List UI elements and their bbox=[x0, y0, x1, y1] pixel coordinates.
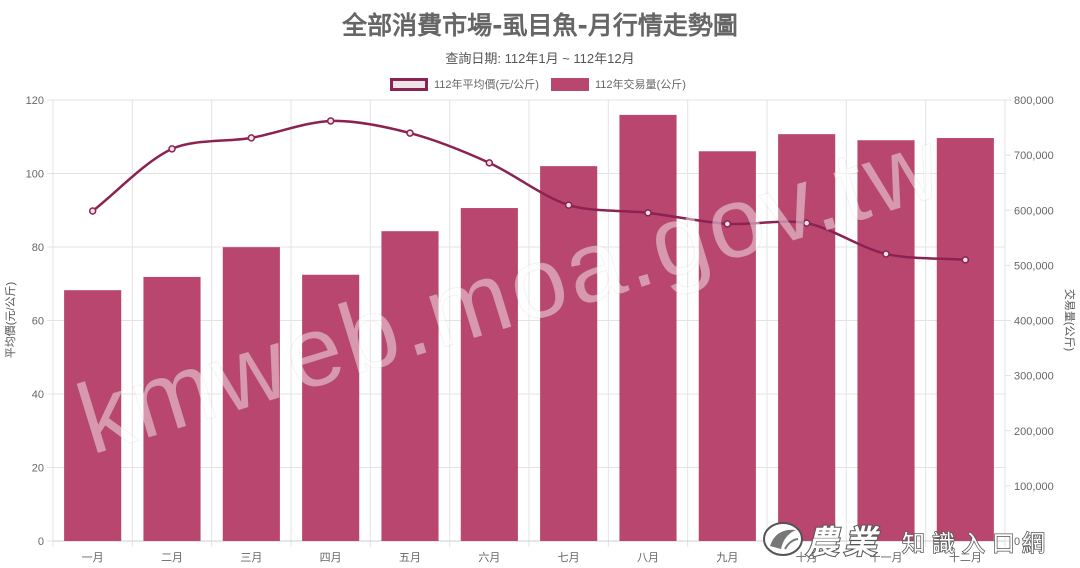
category-label: 八月 bbox=[637, 552, 659, 564]
category-label: 五月 bbox=[399, 552, 421, 564]
price-point-6 bbox=[485, 159, 494, 167]
price-point-7 bbox=[564, 201, 573, 209]
left-tick-label: 120 bbox=[26, 95, 44, 107]
right-tick-label: 600,000 bbox=[1014, 205, 1054, 217]
volume-bar-3 bbox=[222, 247, 280, 541]
category-label: 十一月 bbox=[870, 550, 903, 564]
volume-bar-12 bbox=[936, 138, 994, 541]
volume-bar-9 bbox=[698, 151, 756, 542]
legend-label: 112年交易量(公斤) bbox=[595, 77, 686, 91]
price-point-12 bbox=[961, 256, 970, 264]
right-tick-label: 400,000 bbox=[1014, 316, 1054, 328]
chart-title: 全部消費市場-虱目魚-月行情走勢圖 bbox=[341, 11, 738, 40]
left-tick-label: 100 bbox=[26, 169, 44, 181]
left-tick-label: 80 bbox=[32, 242, 44, 254]
category-label: 三月 bbox=[240, 552, 262, 564]
axis-tick-labels: 0 20 40 60 80 100 120 0 100,000 200,000 300,000 400… bbox=[26, 95, 1054, 564]
legend-item-volume[interactable]: 112年交易量(公斤) bbox=[551, 77, 686, 91]
logo-brand-text: 農業 bbox=[806, 523, 882, 561]
price-point-9 bbox=[723, 220, 732, 228]
price-point-11 bbox=[882, 250, 890, 258]
price-point-4 bbox=[326, 117, 335, 125]
price-point-5 bbox=[406, 129, 414, 137]
right-tick-label: 500,000 bbox=[1014, 260, 1054, 272]
left-axis-title: 平均價(元/公斤) bbox=[3, 282, 17, 358]
right-tick-label: 700,000 bbox=[1014, 150, 1054, 162]
category-label: 十月 bbox=[796, 550, 818, 564]
logo-site-text: 知識入口網 bbox=[902, 531, 1052, 557]
volume-bar-1 bbox=[64, 290, 122, 541]
site-logo: 農業 知識入口網 bbox=[763, 522, 1052, 562]
legend: 112年平均價(元/公斤) 112年交易量(公斤) bbox=[390, 77, 686, 91]
volume-bar-5 bbox=[381, 231, 439, 541]
price-point-1 bbox=[88, 207, 97, 215]
right-tick-label: 300,000 bbox=[1014, 371, 1054, 383]
legend-swatch bbox=[390, 78, 428, 91]
right-axis-title: 交易量(公斤) bbox=[1063, 289, 1077, 351]
legend-label: 112年平均價(元/公斤) bbox=[434, 77, 539, 91]
left-tick-label: 60 bbox=[32, 316, 44, 328]
category-label: 二月 bbox=[161, 552, 183, 564]
category-label: 一月 bbox=[82, 552, 104, 564]
category-label: 九月 bbox=[716, 551, 738, 564]
right-tick-label: 100,000 bbox=[1014, 481, 1054, 493]
volume-bar-6 bbox=[460, 208, 518, 542]
price-line-series bbox=[88, 117, 970, 264]
volume-bar-7 bbox=[540, 166, 598, 541]
legend-item-price[interactable]: 112年平均價(元/公斤) bbox=[390, 77, 539, 91]
left-tick-label: 0 bbox=[38, 536, 44, 548]
price-point-8 bbox=[644, 209, 652, 217]
volume-bar-2 bbox=[143, 276, 201, 541]
logo-emblem-icon bbox=[763, 522, 803, 556]
right-tick-label: 200,000 bbox=[1014, 426, 1054, 438]
volume-bar-10 bbox=[778, 134, 836, 542]
chart-subtitle: 查詢日期: 112年1月 ~ 112年12月 bbox=[445, 51, 634, 66]
price-point-3 bbox=[247, 134, 256, 142]
left-tick-label: 20 bbox=[32, 463, 44, 475]
volume-bar-11 bbox=[857, 140, 915, 541]
category-label: 七月 bbox=[558, 551, 580, 564]
price-point-10 bbox=[802, 219, 811, 227]
right-tick-label: 800,000 bbox=[1014, 95, 1054, 107]
right-tick-label: 0 bbox=[1014, 536, 1020, 548]
category-label: 六月 bbox=[478, 551, 500, 564]
left-tick-label: 40 bbox=[32, 389, 44, 401]
legend-swatch bbox=[551, 78, 589, 91]
category-label: 四月 bbox=[320, 552, 342, 564]
gridlines bbox=[47, 99, 1011, 547]
category-label: 十二月 bbox=[949, 550, 982, 564]
volume-bar-4 bbox=[302, 274, 360, 541]
volume-bar-8 bbox=[619, 114, 677, 541]
price-line bbox=[91, 119, 966, 262]
price-point-2 bbox=[168, 145, 176, 153]
volume-bars bbox=[64, 114, 994, 542]
